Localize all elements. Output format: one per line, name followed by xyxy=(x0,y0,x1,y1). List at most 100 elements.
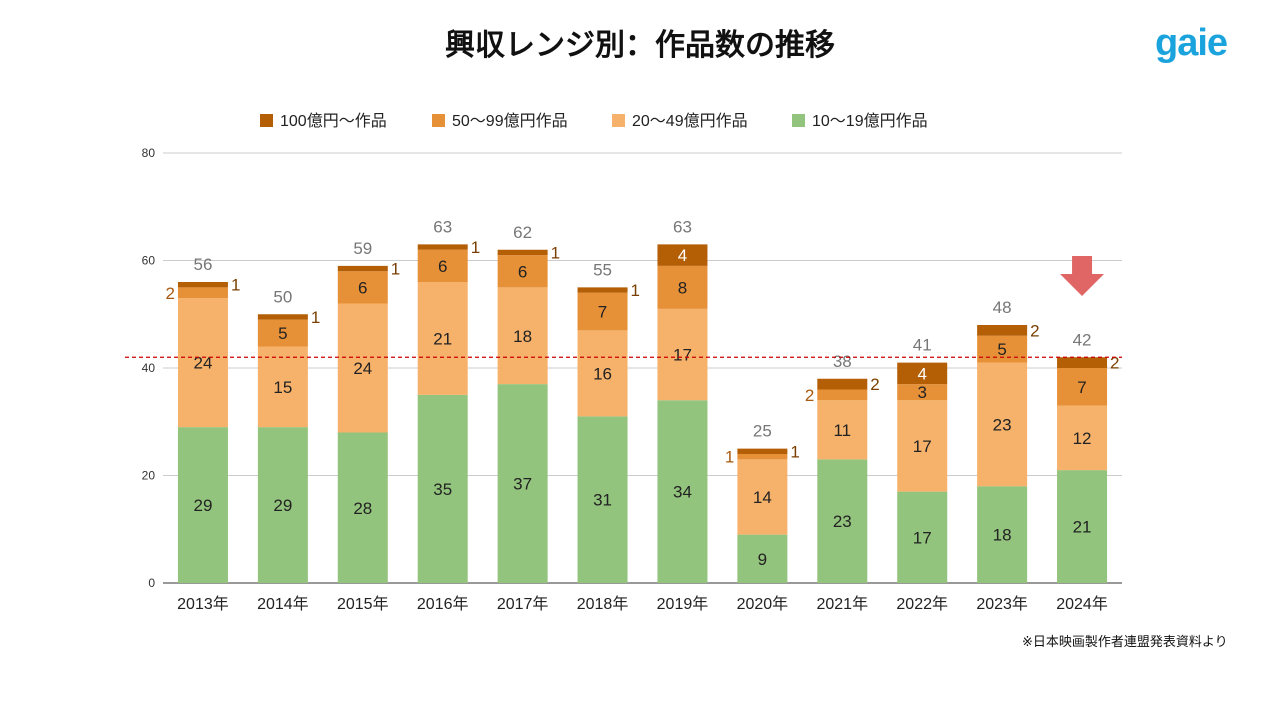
total-label: 63 xyxy=(433,217,452,236)
bar-segment xyxy=(977,325,1028,336)
legend-label: 20〜49億円作品 xyxy=(632,112,748,130)
data-label: 4 xyxy=(917,364,926,383)
data-label: 4 xyxy=(678,246,687,265)
data-label: 1 xyxy=(231,276,240,295)
down-arrow-icon xyxy=(1060,256,1105,296)
x-tick-label: 2013年 xyxy=(177,595,229,613)
x-tick-label: 2024年 xyxy=(1056,595,1108,613)
bar-segment xyxy=(737,534,788,583)
y-tick-label: 0 xyxy=(148,576,155,590)
bar-segment xyxy=(737,459,788,535)
bar-segment xyxy=(417,282,468,395)
bar-segment xyxy=(897,400,948,492)
total-label: 50 xyxy=(273,287,292,306)
bar-segment xyxy=(897,362,948,385)
bar-segment xyxy=(177,287,228,299)
data-label: 29 xyxy=(193,496,212,515)
bar-segment xyxy=(417,249,468,282)
bar-segment xyxy=(737,454,788,460)
legend-swatch xyxy=(432,114,445,127)
x-tick-label: 2022年 xyxy=(896,595,948,613)
data-label: 2 xyxy=(870,375,879,394)
bar-segment xyxy=(257,314,308,320)
total-label: 38 xyxy=(833,352,852,371)
bar-segment xyxy=(657,400,708,583)
legend-label: 10〜19億円作品 xyxy=(812,112,928,130)
bar-segment xyxy=(1057,368,1108,406)
data-label: 2 xyxy=(165,284,174,303)
data-label: 29 xyxy=(273,496,292,515)
bar-segment xyxy=(497,287,548,385)
source-note: ※日本映画製作者連盟発表資料より xyxy=(1022,635,1228,650)
x-tick-label: 2019年 xyxy=(657,595,709,613)
bar-segment xyxy=(577,287,628,293)
data-label: 17 xyxy=(913,528,932,547)
bar-segment xyxy=(177,427,228,583)
data-label: 5 xyxy=(997,340,1006,359)
x-tick-label: 2014年 xyxy=(257,595,309,613)
bar-segment xyxy=(657,308,708,401)
data-label: 6 xyxy=(438,257,447,276)
page-title: 興収レンジ別：作品数の推移 xyxy=(445,28,835,63)
y-tick-label: 80 xyxy=(142,146,156,160)
data-label: 1 xyxy=(471,238,480,257)
data-label: 14 xyxy=(753,488,772,507)
data-label: 17 xyxy=(673,346,692,365)
bar-segment xyxy=(1057,405,1108,471)
bar-segment xyxy=(417,244,468,250)
data-label: 6 xyxy=(358,278,367,297)
bar-segment xyxy=(897,491,948,583)
bar-segment xyxy=(977,486,1028,583)
bar-segment xyxy=(1057,357,1108,368)
total-label: 55 xyxy=(593,260,612,279)
y-tick-label: 60 xyxy=(142,254,156,268)
bar-segment xyxy=(337,265,388,272)
data-label: 6 xyxy=(518,262,527,281)
bar-segment xyxy=(497,384,548,583)
bar-segment xyxy=(577,330,628,417)
bar-segment xyxy=(817,378,868,390)
data-label: 37 xyxy=(513,475,532,494)
data-label: 23 xyxy=(833,512,852,531)
bar-segment xyxy=(257,427,308,583)
data-label: 16 xyxy=(593,364,612,383)
bar-segment xyxy=(497,249,548,256)
bar-segment xyxy=(977,362,1028,487)
data-label: 1 xyxy=(790,442,799,461)
bar-segment xyxy=(177,298,228,428)
bar-segment xyxy=(497,255,548,288)
data-label: 11 xyxy=(833,421,851,440)
bar-segment xyxy=(177,282,228,288)
bar-segment xyxy=(897,384,948,401)
data-label: 21 xyxy=(433,329,452,348)
bar-segment xyxy=(577,292,628,331)
data-label: 34 xyxy=(673,483,692,502)
x-tick-label: 2020年 xyxy=(737,595,789,613)
data-label: 1 xyxy=(631,281,640,300)
y-tick-label: 20 xyxy=(142,469,156,483)
data-label: 2 xyxy=(1110,354,1119,373)
bar-segment xyxy=(817,389,868,401)
total-label: 56 xyxy=(193,255,212,274)
bar-segment xyxy=(817,459,868,583)
data-label: 18 xyxy=(993,526,1012,545)
bar-segment xyxy=(577,416,628,583)
data-label: 1 xyxy=(725,448,734,467)
x-tick-label: 2023年 xyxy=(976,595,1028,613)
x-tick-label: 2021年 xyxy=(816,595,868,613)
bar-segment xyxy=(337,271,388,304)
legend-swatch xyxy=(792,114,805,127)
data-label: 9 xyxy=(758,550,767,569)
bar-segment xyxy=(657,244,708,266)
bar-segment xyxy=(257,319,308,347)
total-label: 59 xyxy=(353,239,372,258)
data-label: 31 xyxy=(593,491,612,510)
total-label: 25 xyxy=(753,422,772,441)
data-label: 5 xyxy=(278,324,287,343)
data-label: 17 xyxy=(913,437,932,456)
total-label: 42 xyxy=(1073,330,1092,349)
x-tick-label: 2018年 xyxy=(577,595,629,613)
legend-swatch xyxy=(260,114,273,127)
total-label: 48 xyxy=(993,298,1012,317)
